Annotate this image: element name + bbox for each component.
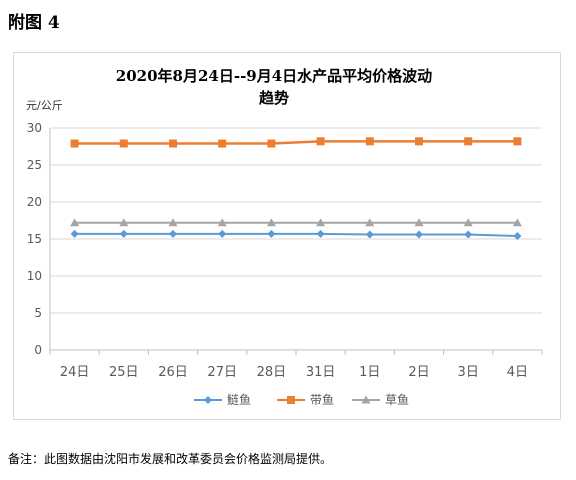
chart-title-line1: 2020年8月24日--9月4日水产品平均价格波动: [116, 67, 432, 85]
data-point: [119, 218, 129, 227]
data-point: [168, 218, 178, 227]
x-tick-label: 27日: [207, 365, 237, 380]
data-point: [70, 139, 79, 148]
data-point: [218, 139, 227, 148]
data-point: [415, 137, 423, 146]
y-tick-label: 10: [27, 269, 42, 283]
legend-label: 鲢鱼: [227, 392, 251, 407]
data-point: [513, 137, 522, 146]
data-point: [70, 218, 80, 227]
data-point: [512, 218, 522, 227]
data-point: [316, 137, 325, 146]
x-tick-label: 25日: [109, 365, 139, 380]
footnote: 备注：此图数据由沈阳市发展和改革委员会价格监测局提供。: [8, 452, 333, 466]
data-point: [316, 229, 325, 238]
data-point: [365, 230, 374, 239]
y-tick-label: 0: [34, 343, 42, 357]
data-point: [70, 229, 79, 238]
line-chart: 2020年8月24日--9月4日水产品平均价格波动 趋势 元/公斤 0 5 10 15…: [26, 67, 543, 407]
data-point: [217, 218, 227, 227]
legend-swatch-marker: [361, 395, 371, 404]
y-tick-label: 25: [27, 158, 42, 172]
data-point: [414, 218, 424, 227]
y-axis-unit-label: 元/公斤: [26, 99, 63, 112]
y-tick-label: 30: [27, 121, 42, 135]
data-point: [415, 230, 423, 239]
y-tick-label: 5: [34, 306, 42, 320]
data-point: [464, 137, 473, 146]
x-tick-label: 26日: [158, 365, 188, 380]
data-point: [267, 229, 276, 238]
data-point: [169, 229, 177, 238]
x-tick-label: 28日: [257, 365, 287, 380]
chart-title-line2: 趋势: [259, 89, 289, 107]
series-line: [74, 232, 518, 238]
data-point: [169, 139, 177, 148]
data-point: [119, 229, 128, 238]
legend-label: 草鱼: [385, 393, 409, 407]
x-tick-label: 3日: [458, 365, 479, 380]
x-tick-label: 24日: [60, 365, 90, 380]
figure-label: 附图 4: [8, 13, 60, 33]
data-point: [266, 218, 276, 227]
chart-frame: 2020年8月24日--9月4日水产品平均价格波动 趋势 元/公斤 0 5 10 15…: [13, 52, 561, 420]
data-point: [365, 137, 374, 146]
legend-label: 带鱼: [310, 393, 334, 407]
data-point: [316, 218, 326, 227]
series-line: [74, 140, 518, 145]
legend-swatch-marker: [287, 396, 295, 404]
data-point: [119, 139, 128, 148]
data-point: [513, 232, 522, 241]
x-tick-label: 31日: [306, 365, 336, 380]
data-point: [218, 229, 227, 238]
x-tick-label: 1日: [359, 365, 380, 380]
y-tick-label: 20: [27, 195, 42, 209]
y-tick-label: 15: [27, 232, 42, 246]
data-point: [365, 218, 375, 227]
data-point: [463, 218, 473, 227]
data-point: [267, 139, 276, 148]
data-point: [464, 230, 473, 239]
legend-swatch-marker: [204, 396, 212, 404]
x-tick-label: 4日: [507, 365, 528, 380]
x-tick-label: 2日: [408, 365, 429, 380]
